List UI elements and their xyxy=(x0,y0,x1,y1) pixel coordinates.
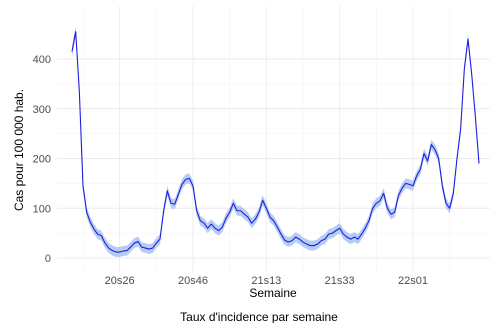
y-tick-label: 400 xyxy=(33,54,51,66)
y-tick-labels: 0 100 200 300 400 xyxy=(33,54,51,265)
x-tick-label: 21s33 xyxy=(325,275,355,287)
series-line xyxy=(71,31,480,253)
grid-lines xyxy=(57,6,490,272)
x-tick-label: 21s13 xyxy=(251,275,281,287)
x-axis-title: Semaine xyxy=(249,286,297,300)
chart-caption: Taux d'incidence par semaine xyxy=(180,310,338,323)
x-tick-label: 22s01 xyxy=(398,275,428,287)
series-line-layer xyxy=(71,31,480,253)
y-axis-title: Cas pour 100 000 hab. xyxy=(12,89,26,211)
confidence-band xyxy=(72,26,479,257)
x-tick-label: 20s26 xyxy=(105,275,135,287)
confidence-band-layer xyxy=(72,26,479,257)
x-tick-labels: 20s26 20s46 21s13 21s33 22s01 xyxy=(105,275,428,287)
y-tick-label: 100 xyxy=(33,203,51,215)
x-tick-label: 20s46 xyxy=(178,275,208,287)
y-tick-label: 200 xyxy=(33,154,51,166)
y-tick-label: 300 xyxy=(33,104,51,116)
y-tick-label: 0 xyxy=(45,253,51,265)
